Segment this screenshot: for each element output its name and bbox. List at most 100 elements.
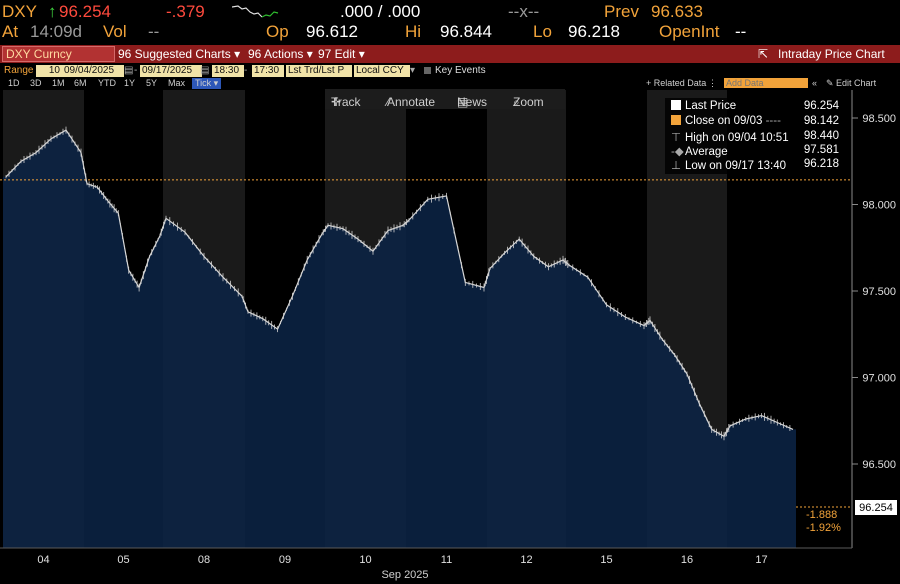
start-time-field[interactable]: 18:30 [212,65,244,77]
bid-ask: .000 / .000 [340,2,421,21]
chart-legend: Last Price 96.254 Close on 09/03 ---- 98… [665,98,845,174]
x-axis-month-label: Sep 2025 [381,569,428,581]
tick-button[interactable]: Tick ▾ [192,78,222,89]
prev-label: Prev [604,2,639,21]
edit-menu[interactable]: 97 Edit ▾ [318,47,365,61]
legend-low[interactable]: ⊥ Low on 09/17 13:40 96.218 [671,158,843,172]
news-label: News [457,95,488,109]
range-period-field[interactable]: 10 [36,65,62,77]
function-toolbar: DXY Curncy 96 Suggested Charts ▾ 96 Acti… [0,45,900,63]
dropdown-arrow-icon: ▾ [306,47,313,61]
actions-label: 96 Actions [248,47,304,61]
x-tick-label: 16 [681,554,693,566]
key-events-label: Key Events [435,65,486,76]
calendar-icon[interactable]: ▤ [124,65,134,76]
x-tick-label: 15 [600,554,612,566]
period-button-max[interactable]: Max [168,78,186,88]
related-data-button[interactable]: + Related Data [646,78,707,88]
legend-high-label: High on 09/04 10:51 [685,132,789,144]
range-dash: - [134,65,138,76]
legend-close-label: Close on 09/03 [685,115,763,127]
intraday-price-chart-title[interactable]: Intraday Price Chart [778,47,885,61]
key-events-checkbox[interactable] [424,67,431,74]
openint-label: OpenInt [659,22,720,41]
open-value: 96.612 [306,22,358,41]
period-button-3d[interactable]: 3D [30,78,42,88]
prev-value: 96.633 [651,2,703,21]
legend-last-label: Last Price [685,100,737,112]
start-date-field[interactable]: 09/04/2025 [62,65,124,77]
tick-label: Tick [195,78,212,88]
magnifier-icon: ⌕ [513,95,520,109]
period-button-1m[interactable]: 1M [52,78,65,88]
period-button-5y[interactable]: 5Y [146,78,158,88]
period-bar: 1D 3D 1M 6M YTD 1Y 5Y Max Tick ▾ + Related Data… [0,78,900,90]
period-button-1y[interactable]: 1Y [124,78,136,88]
y-tick-label: 97.500 [862,286,896,298]
edit-chart-button[interactable]: ✎ Edit Chart [826,78,877,88]
legend-average[interactable]: -◆Average 97.581 [671,144,843,158]
last-price-tag [855,500,897,515]
open-label: Op [266,22,289,41]
y-tick-label: 97.000 [862,373,896,385]
quote-header: DXY ↑ 96.254 -.379 .000 / .000 --x-- Pre… [0,0,900,44]
openint-value: -- [735,22,747,41]
end-date-field[interactable]: 09/17/2025 [140,65,202,77]
last-price-tag-text: 96.254 [859,502,893,514]
legend-low-value: 96.218 [803,158,839,170]
track-label: Track [331,95,361,109]
x-tick-label: 17 [755,554,767,566]
end-time-field[interactable]: 17:30 [252,65,284,77]
legend-high-value: 98.440 [803,130,839,142]
period-button-6m[interactable]: 6M [74,78,87,88]
intraday-price-chart[interactable]: 98.500 98.000 97.500 97.000 96.500 04 05 08 09 1… [0,90,900,584]
dropdown-arrow-icon[interactable]: ▾ [410,65,416,76]
high-label: Hi [405,22,422,41]
y-axis-ticks: 98.500 98.000 97.500 97.000 96.500 [852,113,896,471]
change-annotation: -1.888 [806,509,837,521]
collapse-icon[interactable]: « [812,78,818,88]
legend-last-value: 96.254 [803,100,839,112]
high-marker-icon: ⊤ [671,132,682,144]
x-tick-label: 10 [359,554,371,566]
y-tick-label: 98.500 [862,113,896,125]
chart-tools-bar: ✛ Track ⁄ Annotate ▤ News ⌕ Zoom [325,89,565,109]
period-button-1d[interactable]: 1D [8,78,20,88]
vol-value: -- [148,22,160,41]
up-arrow-icon: ↑ [48,2,57,21]
price-area-fill [3,130,796,548]
more-options-icon[interactable]: ⋮ [708,78,717,88]
annotate-label: Annotate [387,95,436,109]
zoom-label: Zoom [513,95,544,109]
calendar-icon[interactable]: ▤ [200,65,210,76]
change-pct-annotation: -1.92% [806,522,841,534]
security-symbol[interactable]: DXY [2,2,37,21]
x-tick-label: 05 [117,554,129,566]
legend-avg-value: 97.581 [803,144,839,156]
legend-avg-label: Average [685,146,728,158]
legend-last-price[interactable]: Last Price 96.254 [671,100,843,112]
price-type-select[interactable]: Lst Trd/Lst P [286,65,352,77]
actions-menu[interactable]: 96 Actions ▾ [248,47,313,61]
legend-close-value: 98.142 [803,115,839,127]
period-button-ytd[interactable]: YTD [98,78,116,88]
last-price: 96.254 [59,2,111,21]
high-value: 96.844 [440,22,492,41]
low-marker-icon: ⊥ [671,160,682,172]
news-icon: ▤ [457,95,469,109]
bid-ask-size: --x-- [508,2,540,21]
sparkline-icon [232,5,279,18]
suggested-charts-menu[interactable]: 96 Suggested Charts ▾ [118,47,240,61]
x-tick-label: 04 [37,554,49,566]
legend-close[interactable]: Close on 09/03 ---- 98.142 [671,115,843,127]
ticker-field[interactable]: DXY Curncy [2,46,115,62]
currency-select[interactable]: Local CCY [354,65,410,77]
legend-high[interactable]: ⊤ High on 09/04 10:51 98.440 [671,130,843,144]
x-tick-label: 11 [441,554,452,566]
quote-time: 14:09d [30,22,82,41]
time-prefix: At [2,22,19,41]
dropdown-arrow-icon: ▾ [358,47,365,61]
price-noise-ticks [5,126,791,441]
add-data-input[interactable] [724,78,808,88]
edit-label: 97 Edit [318,47,356,61]
